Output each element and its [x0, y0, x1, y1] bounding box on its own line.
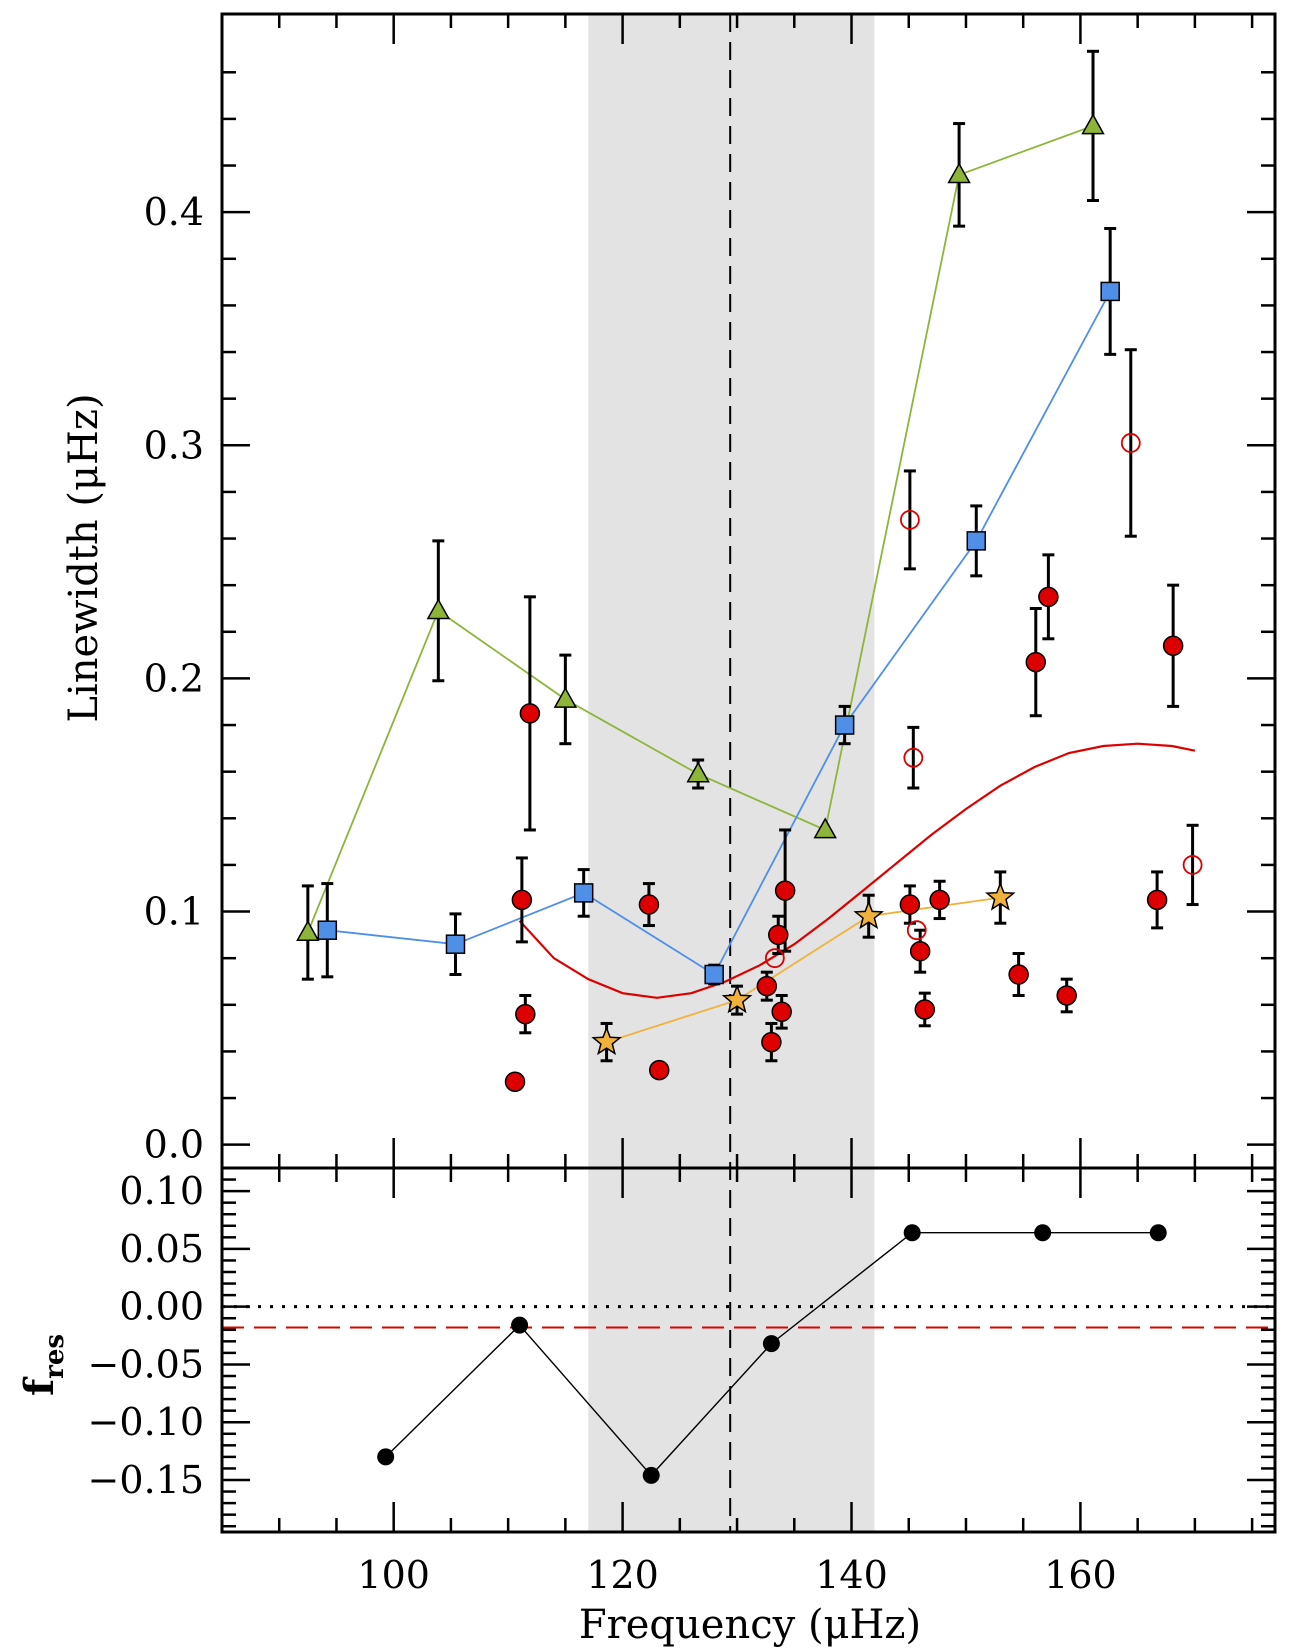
filled-circle-point: [768, 924, 789, 946]
triangle-point: [947, 162, 971, 184]
square-point: [573, 883, 594, 903]
bottom-y-axis-title-main: f: [16, 1376, 63, 1396]
filled-circle-point: [771, 1001, 792, 1023]
filled-circle-point: [638, 894, 660, 915]
filled-circle-point: [1056, 985, 1077, 1006]
x-tick-label: 120: [586, 1553, 659, 1597]
filled-circle-point: [515, 1003, 536, 1025]
filled-circle-point: [1008, 964, 1029, 985]
square-point: [445, 934, 466, 954]
top-y-tick-label: 0.1: [144, 890, 204, 934]
square-point: [317, 920, 338, 940]
triangle-point: [426, 598, 451, 620]
square-point: [966, 531, 987, 551]
triangle-point: [296, 919, 320, 941]
markers-layer: [296, 113, 1203, 1484]
filled-circle-point: [774, 880, 796, 901]
fres-point: [903, 1224, 921, 1242]
star-point: [721, 984, 753, 1014]
plot-frame: [220, 12, 1277, 1534]
filled-circle-point: [899, 894, 921, 915]
bottom-y-tick-label: 0.10: [119, 1169, 204, 1213]
open-circle-point: [764, 948, 785, 969]
shaded-band-layer: [588, 14, 875, 1532]
filled-circle-point: [1038, 586, 1059, 608]
triangle-point: [553, 686, 578, 708]
bottom-y-tick-label: 0.00: [119, 1285, 204, 1329]
bottom-y-tick-label: −0.10: [88, 1400, 204, 1444]
top-y-tick-label: 0.2: [144, 656, 204, 700]
filled-circle-point: [929, 889, 950, 911]
open-circle-point: [906, 920, 927, 941]
open-circle-point: [1120, 433, 1141, 453]
star-point: [591, 1026, 622, 1056]
triangle-point: [1081, 113, 1105, 135]
filled-circle-point: [909, 940, 931, 962]
top-y-axis-title: Linewidth (μHz): [61, 393, 107, 722]
triangle-point: [686, 761, 710, 783]
fres-point: [1034, 1224, 1052, 1242]
filled-circle-point: [519, 703, 541, 724]
fres-point: [511, 1316, 529, 1334]
open-circle-point: [903, 747, 924, 768]
filled-circle-point: [648, 1059, 670, 1081]
filled-circle-point: [756, 975, 778, 997]
filled-circle-point: [1025, 651, 1047, 673]
top-y-tick-label: 0.4: [144, 190, 204, 234]
model-curve-line: [518, 742, 1196, 999]
shaded-frequency-band: [588, 14, 875, 1532]
filled-circle-point: [761, 1031, 782, 1053]
filled-circle-point: [511, 889, 533, 911]
square-point: [1100, 281, 1120, 302]
bottom-y-tick-label: −0.05: [88, 1342, 204, 1386]
x-axis-title: Frequency (μHz): [579, 1602, 921, 1648]
filled-circle-point: [1146, 889, 1168, 911]
filled-circle-point: [504, 1071, 526, 1092]
reference-lines-layer: [222, 14, 1275, 1532]
fres-point: [1149, 1224, 1167, 1242]
filled-circle-point: [1162, 635, 1184, 657]
square-point: [834, 715, 855, 735]
bottom-y-axis-title-subscript: res: [40, 1334, 70, 1379]
axes-frame-layer: [220, 12, 1277, 1534]
open-circle-point: [899, 509, 920, 530]
fres-point: [377, 1448, 395, 1466]
x-tick-label: 100: [357, 1553, 430, 1597]
fres-point: [762, 1335, 780, 1353]
triangle-point: [813, 817, 837, 839]
x-tick-label: 160: [1044, 1553, 1117, 1597]
open-circle-point: [1182, 855, 1203, 875]
star-point: [853, 900, 884, 930]
bottom-y-tick-label: 0.05: [119, 1227, 204, 1271]
bottom-y-axis-title: fres: [16, 1334, 70, 1396]
square-point: [704, 964, 724, 985]
labels-layer: Linewidth (μHz) fres Frequency (μHz) 0.0…: [16, 190, 1117, 1648]
top-y-tick-label: 0.3: [144, 423, 204, 467]
bottom-y-tick-label: −0.15: [88, 1458, 204, 1502]
fres-point: [642, 1466, 660, 1484]
star-point: [985, 881, 1016, 911]
filled-circle-point: [914, 999, 936, 1020]
top-y-tick-label: 0.0: [144, 1123, 204, 1167]
x-tick-label: 140: [815, 1553, 888, 1597]
